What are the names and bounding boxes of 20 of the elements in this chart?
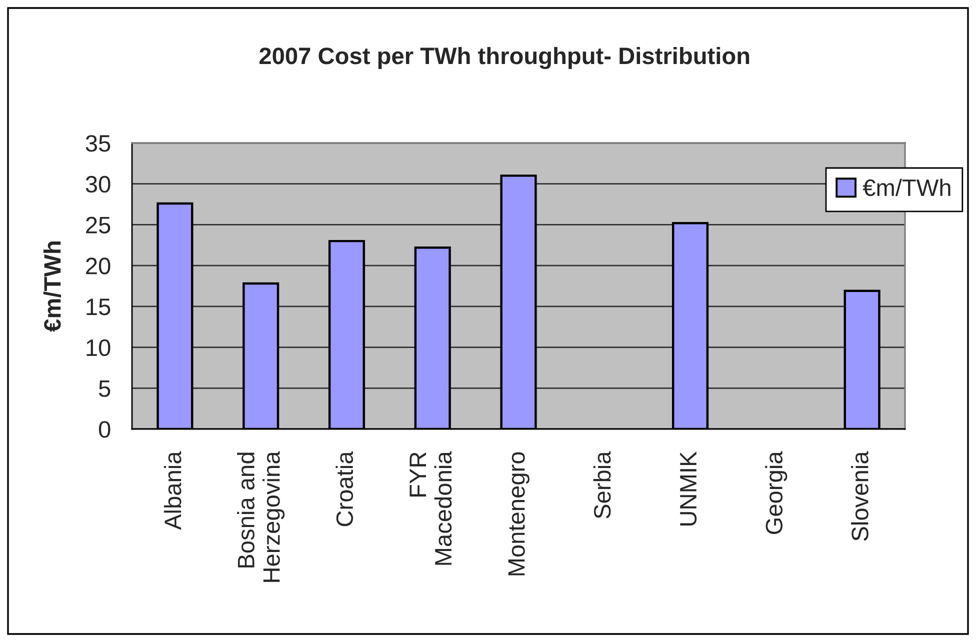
legend-label: €m/TWh [862, 178, 950, 196]
x-tick-label: Georgia [765, 451, 788, 534]
x-tick-label: Montenegro [508, 452, 530, 576]
x-tick-label: UNMIK [680, 451, 697, 526]
x-tick-label: Slovenia [851, 451, 868, 541]
y-tick-label: 20 [86, 258, 110, 274]
y-axis-title: €m/TWh [43, 242, 62, 332]
x-tick-label: Albania [164, 451, 182, 530]
y-tick-label: 5 [98, 380, 110, 397]
x-tick-label: Bosnia and Herzegovina [237, 451, 285, 582]
y-tick-label: 10 [86, 339, 110, 356]
y-tick-label: 0 [98, 421, 110, 438]
y-tick-label: 35 [86, 135, 110, 152]
y-tick-label: 15 [86, 298, 110, 316]
y-tick-label: 30 [86, 176, 110, 193]
x-tick-label: Croatia [336, 451, 354, 526]
y-tick-label: 25 [86, 216, 110, 234]
chart-title: 2007 Cost per TWh throughput- Distribution [259, 46, 750, 70]
x-tick-label: FYR Macedonia [410, 451, 452, 565]
x-tick-label: Serbia [593, 451, 611, 518]
